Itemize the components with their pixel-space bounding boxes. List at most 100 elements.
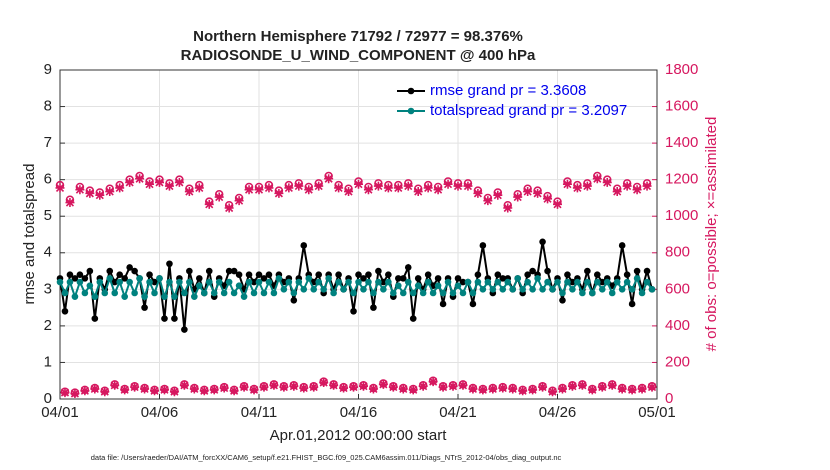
data-point [76,271,84,279]
data-point [498,383,508,393]
data-point [209,385,219,395]
data-point [244,185,254,195]
data-point [245,278,253,286]
data-point [562,179,572,189]
data-point [130,382,140,392]
data-point [380,286,387,293]
data-point [91,315,99,322]
data-point [484,278,492,286]
data-point [494,271,502,279]
data-point [612,187,622,197]
data-point [519,286,526,293]
x-tick-label: 04/21 [439,404,477,421]
data-point [623,278,631,286]
data-point [493,190,503,200]
data-point [110,380,120,390]
data-point [196,282,203,289]
y2-axis-label: # of obs: o=possible; ×=assimilated [703,117,720,352]
data-point [419,289,427,297]
data-point [290,289,298,297]
legend-marker [407,107,415,115]
data-point [408,385,418,395]
plot-frame [59,69,658,400]
data-point [71,275,79,282]
data-point [161,293,168,300]
data-point [320,286,327,293]
data-point [589,289,596,297]
y-tick-label: 6 [44,171,52,188]
data-point [637,384,647,394]
data-point [350,307,357,315]
data-point [314,181,324,191]
data-point [433,185,443,195]
y-tick-label: 9 [44,61,52,78]
x-tick-label: 04/11 [241,404,277,421]
data-point [474,271,482,279]
x-tick-label: 04/06 [141,404,179,421]
data-point [106,267,114,275]
data-point [524,278,531,286]
data-point [141,304,148,311]
data-point [91,293,99,300]
data-point [414,275,422,282]
data-point [264,183,274,193]
data-point [319,378,329,388]
data-point [375,278,382,286]
data-point [179,380,189,390]
y2-tick-label: 1200 [665,171,698,188]
data-point [469,289,477,297]
data-point [90,384,100,394]
data-point [65,198,75,208]
data-point [370,289,377,297]
legend-label: rmse grand pr = 3.3608 [430,82,586,99]
data-point [141,293,148,300]
data-point [602,177,612,187]
data-point [234,196,244,206]
data-point [509,286,517,293]
data-point [564,278,571,286]
data-point [289,381,299,391]
data-point [220,289,228,297]
data-point [559,289,566,297]
data-point [533,188,543,198]
data-point [224,203,234,213]
data-point [344,187,354,197]
data-point [249,385,259,395]
data-point [539,238,546,246]
data-point [399,289,407,297]
data-point [594,271,601,279]
data-point [315,271,323,279]
data-point [230,267,238,275]
data-point [324,174,334,184]
data-point [557,384,567,394]
data-point [524,271,531,279]
data-point [554,278,561,286]
data-point [290,297,298,304]
data-point [393,183,403,193]
data-point [643,267,651,275]
data-point [548,387,558,397]
data-point [464,278,472,286]
data-point [186,278,193,286]
data-point [166,260,173,268]
data-point [86,282,94,289]
footnote: data file: /Users/raeder/DAI/ATM_forcXX/… [91,453,562,462]
data-point [305,275,313,282]
data-point [544,267,551,275]
data-point [582,181,592,191]
data-point [56,278,64,286]
data-point [409,289,417,297]
data-point [135,174,145,184]
data-point [274,188,284,198]
data-point [544,278,551,286]
data-point [294,181,304,191]
data-point [146,278,153,286]
data-point [648,286,656,293]
data-point [260,275,268,282]
data-point [230,289,238,297]
data-point [164,181,174,191]
data-point [330,289,337,297]
data-point [205,278,213,286]
data-point [240,293,248,300]
data-point [647,382,657,392]
